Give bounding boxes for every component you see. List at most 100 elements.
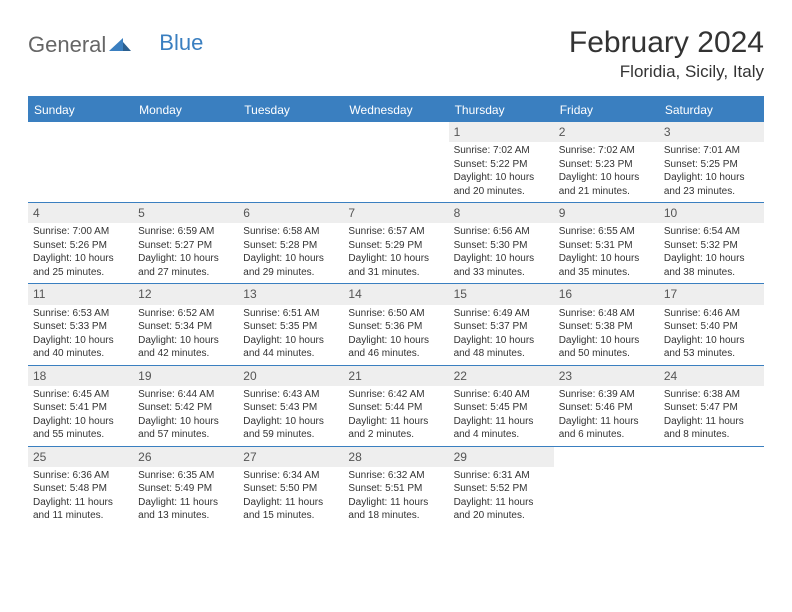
sunrise-text: Sunrise: 6:35 AM bbox=[138, 469, 233, 483]
weekday-header-cell: Wednesday bbox=[343, 98, 448, 122]
daylight-text: Daylight: 10 hours and 38 minutes. bbox=[664, 252, 759, 279]
calendar-day-cell: 22 Sunrise: 6:40 AMSunset: 5:45 PMDayligh… bbox=[449, 366, 554, 446]
day-number: 15 bbox=[449, 284, 554, 304]
sunrise-text: Sunrise: 6:36 AM bbox=[33, 469, 128, 483]
calendar-day-cell bbox=[238, 122, 343, 202]
logo-text-gray: General bbox=[28, 32, 106, 58]
daylight-text: Daylight: 10 hours and 23 minutes. bbox=[664, 171, 759, 198]
sunrise-text: Sunrise: 6:38 AM bbox=[664, 388, 759, 402]
day-number: 20 bbox=[238, 366, 343, 386]
day-details: Sunrise: 6:31 AMSunset: 5:52 PMDaylight:… bbox=[449, 469, 554, 527]
calendar-day-cell: 13Sunrise: 6:51 AMSunset: 5:35 PMDayligh… bbox=[238, 284, 343, 364]
location-label: Floridia, Sicily, Italy bbox=[569, 62, 764, 82]
sunrise-text: Sunrise: 6:51 AM bbox=[243, 307, 338, 321]
sunrise-text: Sunrise: 7:00 AM bbox=[33, 225, 128, 239]
weeks-container: 1Sunrise: 7:02 AMSunset: 5:22 PMDaylight… bbox=[28, 122, 764, 527]
day-details: Sunrise: 6:42 AMSunset: 5:44 PMDaylight:… bbox=[343, 388, 448, 446]
sunrise-text: Sunrise: 6:39 AM bbox=[559, 388, 654, 402]
sunrise-text: Sunrise: 6:48 AM bbox=[559, 307, 654, 321]
calendar-day-cell bbox=[659, 447, 764, 527]
daylight-text: Daylight: 11 hours and 15 minutes. bbox=[243, 496, 338, 523]
weekday-header-cell: Monday bbox=[133, 98, 238, 122]
sunset-text: Sunset: 5:26 PM bbox=[33, 239, 128, 253]
calendar-day-cell bbox=[28, 122, 133, 202]
daylight-text: Daylight: 11 hours and 6 minutes. bbox=[559, 415, 654, 442]
day-details: Sunrise: 6:43 AMSunset: 5:43 PMDaylight:… bbox=[238, 388, 343, 446]
daylight-text: Daylight: 11 hours and 2 minutes. bbox=[348, 415, 443, 442]
sunset-text: Sunset: 5:27 PM bbox=[138, 239, 233, 253]
daylight-text: Daylight: 10 hours and 20 minutes. bbox=[454, 171, 549, 198]
day-number: 25 bbox=[28, 447, 133, 467]
daylight-text: Daylight: 10 hours and 33 minutes. bbox=[454, 252, 549, 279]
day-number: 16 bbox=[554, 284, 659, 304]
day-number: 8 bbox=[449, 203, 554, 223]
day-details: Sunrise: 7:00 AMSunset: 5:26 PMDaylight:… bbox=[28, 225, 133, 283]
day-number: 23 bbox=[554, 366, 659, 386]
sunrise-text: Sunrise: 6:32 AM bbox=[348, 469, 443, 483]
day-number: 10 bbox=[659, 203, 764, 223]
sunrise-text: Sunrise: 6:40 AM bbox=[454, 388, 549, 402]
day-details: Sunrise: 7:02 AMSunset: 5:22 PMDaylight:… bbox=[449, 144, 554, 202]
sunset-text: Sunset: 5:46 PM bbox=[559, 401, 654, 415]
calendar-day-cell: 5Sunrise: 6:59 AMSunset: 5:27 PMDaylight… bbox=[133, 203, 238, 283]
page-header: General Blue February 2024 Floridia, Sic… bbox=[28, 26, 764, 82]
sunrise-text: Sunrise: 6:46 AM bbox=[664, 307, 759, 321]
daylight-text: Daylight: 10 hours and 42 minutes. bbox=[138, 334, 233, 361]
daylight-text: Daylight: 10 hours and 40 minutes. bbox=[33, 334, 128, 361]
daylight-text: Daylight: 10 hours and 35 minutes. bbox=[559, 252, 654, 279]
calendar-week-row: 11Sunrise: 6:53 AMSunset: 5:33 PMDayligh… bbox=[28, 283, 764, 364]
day-number: 22 bbox=[449, 366, 554, 386]
calendar-week-row: 1Sunrise: 7:02 AMSunset: 5:22 PMDaylight… bbox=[28, 122, 764, 202]
calendar-day-cell: 25Sunrise: 6:36 AMSunset: 5:48 PMDayligh… bbox=[28, 447, 133, 527]
sunset-text: Sunset: 5:51 PM bbox=[348, 482, 443, 496]
day-details: Sunrise: 6:49 AMSunset: 5:37 PMDaylight:… bbox=[449, 307, 554, 365]
day-number: 9 bbox=[554, 203, 659, 223]
calendar-day-cell: 4Sunrise: 7:00 AMSunset: 5:26 PMDaylight… bbox=[28, 203, 133, 283]
sunset-text: Sunset: 5:32 PM bbox=[664, 239, 759, 253]
calendar-day-cell: 28Sunrise: 6:32 AMSunset: 5:51 PMDayligh… bbox=[343, 447, 448, 527]
day-details: Sunrise: 6:57 AMSunset: 5:29 PMDaylight:… bbox=[343, 225, 448, 283]
calendar-grid: SundayMondayTuesdayWednesdayThursdayFrid… bbox=[28, 96, 764, 527]
title-block: February 2024 Floridia, Sicily, Italy bbox=[569, 26, 764, 82]
calendar-day-cell: 29Sunrise: 6:31 AMSunset: 5:52 PMDayligh… bbox=[449, 447, 554, 527]
calendar-week-row: 25Sunrise: 6:36 AMSunset: 5:48 PMDayligh… bbox=[28, 446, 764, 527]
sunrise-text: Sunrise: 7:01 AM bbox=[664, 144, 759, 158]
daylight-text: Daylight: 11 hours and 18 minutes. bbox=[348, 496, 443, 523]
sunset-text: Sunset: 5:48 PM bbox=[33, 482, 128, 496]
weekday-header-cell: Friday bbox=[554, 98, 659, 122]
sunset-text: Sunset: 5:31 PM bbox=[559, 239, 654, 253]
day-number: 26 bbox=[133, 447, 238, 467]
daylight-text: Daylight: 11 hours and 8 minutes. bbox=[664, 415, 759, 442]
calendar-day-cell bbox=[343, 122, 448, 202]
daylight-text: Daylight: 11 hours and 13 minutes. bbox=[138, 496, 233, 523]
weekday-header-cell: Sunday bbox=[28, 98, 133, 122]
sunrise-text: Sunrise: 7:02 AM bbox=[559, 144, 654, 158]
calendar-day-cell: 3Sunrise: 7:01 AMSunset: 5:25 PMDaylight… bbox=[659, 122, 764, 202]
sunset-text: Sunset: 5:30 PM bbox=[454, 239, 549, 253]
sunset-text: Sunset: 5:45 PM bbox=[454, 401, 549, 415]
sunrise-text: Sunrise: 6:31 AM bbox=[454, 469, 549, 483]
sunrise-text: Sunrise: 6:52 AM bbox=[138, 307, 233, 321]
sunrise-text: Sunrise: 6:44 AM bbox=[138, 388, 233, 402]
day-details: Sunrise: 6:44 AMSunset: 5:42 PMDaylight:… bbox=[133, 388, 238, 446]
calendar-day-cell: 20Sunrise: 6:43 AMSunset: 5:43 PMDayligh… bbox=[238, 366, 343, 446]
sunrise-text: Sunrise: 7:02 AM bbox=[454, 144, 549, 158]
calendar-day-cell: 6Sunrise: 6:58 AMSunset: 5:28 PMDaylight… bbox=[238, 203, 343, 283]
weekday-header-row: SundayMondayTuesdayWednesdayThursdayFrid… bbox=[28, 96, 764, 122]
day-number: 21 bbox=[343, 366, 448, 386]
day-details: Sunrise: 6:35 AMSunset: 5:49 PMDaylight:… bbox=[133, 469, 238, 527]
weekday-header-cell: Thursday bbox=[449, 98, 554, 122]
sunset-text: Sunset: 5:52 PM bbox=[454, 482, 549, 496]
sunset-text: Sunset: 5:25 PM bbox=[664, 158, 759, 172]
day-details: Sunrise: 6:54 AMSunset: 5:32 PMDaylight:… bbox=[659, 225, 764, 283]
calendar-day-cell: 9Sunrise: 6:55 AMSunset: 5:31 PMDaylight… bbox=[554, 203, 659, 283]
day-number: 24 bbox=[659, 366, 764, 386]
calendar-day-cell: 15 Sunrise: 6:49 AMSunset: 5:37 PMDayligh… bbox=[449, 284, 554, 364]
day-details: Sunrise: 6:32 AMSunset: 5:51 PMDaylight:… bbox=[343, 469, 448, 527]
day-details: Sunrise: 6:36 AMSunset: 5:48 PMDaylight:… bbox=[28, 469, 133, 527]
day-details: Sunrise: 6:38 AMSunset: 5:47 PMDaylight:… bbox=[659, 388, 764, 446]
day-number: 28 bbox=[343, 447, 448, 467]
daylight-text: Daylight: 11 hours and 4 minutes. bbox=[454, 415, 549, 442]
daylight-text: Daylight: 10 hours and 27 minutes. bbox=[138, 252, 233, 279]
sunrise-text: Sunrise: 6:34 AM bbox=[243, 469, 338, 483]
